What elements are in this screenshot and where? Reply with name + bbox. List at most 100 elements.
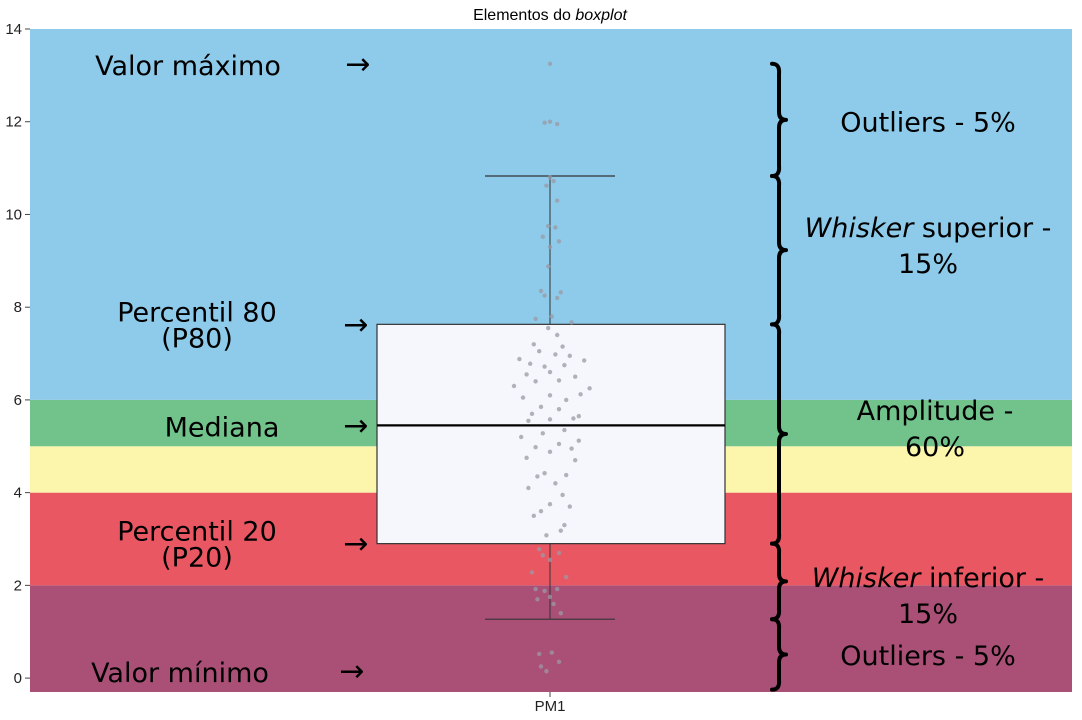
brace-bracket <box>770 617 788 692</box>
data-point <box>537 349 542 354</box>
right-annotation-segment: 15% <box>898 249 958 280</box>
data-point <box>569 446 574 451</box>
data-point <box>519 434 524 440</box>
data-point <box>535 597 540 602</box>
data-point <box>564 397 569 403</box>
y-axis: 0 2 4 6 8 10 12 14 <box>5 21 551 697</box>
data-point <box>553 352 558 357</box>
data-point <box>544 533 549 538</box>
right-annotation-segment: 60% <box>905 432 965 463</box>
right-annotation-segment: Whisker <box>812 563 923 594</box>
right-annotation-label: Amplitude - <box>857 396 1014 427</box>
right-annotation-label: 15% <box>898 599 958 630</box>
data-point <box>555 295 560 301</box>
arrow-icon: → <box>343 527 368 562</box>
arrow-icon: → <box>343 307 368 342</box>
data-point <box>547 502 553 507</box>
data-point <box>567 353 572 359</box>
right-annotation-label: 60% <box>905 432 965 463</box>
data-point <box>558 528 563 533</box>
right-annotation-segment: superior - <box>913 213 1051 244</box>
data-point <box>547 393 553 398</box>
data-point <box>533 379 538 384</box>
left-annotation-label: Mediana <box>165 412 280 443</box>
data-point <box>544 668 549 674</box>
data-point <box>547 417 553 422</box>
data-point <box>549 314 554 319</box>
left-annotation-label: (P80) <box>161 323 233 354</box>
chart-title-emphasis: boxplot <box>575 7 627 24</box>
data-point <box>558 290 563 295</box>
left-annotation-label: (P20) <box>161 543 233 574</box>
data-point <box>573 374 578 379</box>
data-point <box>555 332 560 338</box>
data-point <box>582 358 587 363</box>
chart-title-prefix: Elementos do <box>473 7 575 24</box>
brace-bracket <box>770 61 788 178</box>
data-point <box>549 650 554 655</box>
left-annotations: Valor máximo → Percentil 80(P80) → Mediana → P… <box>91 47 371 689</box>
data-point <box>540 553 545 558</box>
data-point <box>526 485 531 491</box>
right-annotation-label: 15% <box>898 249 958 280</box>
data-point <box>538 664 544 669</box>
data-point <box>556 550 562 556</box>
data-point <box>542 470 547 476</box>
y-tick-label: 10 <box>5 206 22 223</box>
boxplot <box>376 175 726 620</box>
data-point <box>538 288 544 294</box>
right-annotation-segment: 15% <box>898 599 958 630</box>
right-annotation-label: Whisker inferior - <box>812 563 1045 594</box>
data-point <box>553 481 558 486</box>
data-point <box>547 557 553 563</box>
data-point <box>556 406 562 412</box>
right-annotation-segment: Outliers - 5% <box>840 108 1015 139</box>
data-point <box>556 659 562 665</box>
data-point <box>511 383 517 389</box>
data-point <box>567 504 572 509</box>
data-point <box>542 120 547 125</box>
background-band <box>30 585 1072 692</box>
data-point <box>547 449 553 455</box>
data-point <box>533 316 538 321</box>
right-annotation-segment: Amplitude - <box>857 396 1014 427</box>
right-annotation-segment: inferior - <box>920 563 1044 594</box>
data-point <box>547 594 553 600</box>
data-point <box>524 455 529 461</box>
data-point <box>578 392 583 397</box>
x-tick-label: PM1 <box>535 698 566 715</box>
data-point <box>562 427 567 433</box>
data-point <box>537 547 542 552</box>
right-annotation-label: Outliers - 5% <box>840 108 1015 139</box>
data-point <box>569 320 574 325</box>
data-point <box>573 457 578 463</box>
data-point <box>551 178 556 184</box>
left-annotation-label: Percentil 20 <box>117 517 277 548</box>
interquartile-box <box>376 323 726 545</box>
data-point <box>555 586 560 592</box>
data-point <box>537 651 542 657</box>
data-point <box>517 356 522 362</box>
data-point <box>576 438 581 443</box>
right-annotations: Outliers - 5% Whisker superior - 15% Amplit… <box>805 108 1052 672</box>
right-annotation-label: Whisker superior - <box>805 213 1052 244</box>
data-point <box>562 522 567 528</box>
data-points <box>511 61 592 674</box>
right-annotation-segment: Outliers - 5% <box>840 641 1015 672</box>
data-point <box>542 293 547 298</box>
data-point <box>571 416 576 421</box>
data-point <box>551 601 556 607</box>
data-point <box>560 344 565 349</box>
data-point <box>546 325 551 331</box>
data-point <box>553 225 558 230</box>
arrow-icon: → <box>343 408 368 443</box>
brace-bracket <box>770 173 788 327</box>
data-point <box>542 364 547 369</box>
data-point <box>529 570 535 575</box>
data-point <box>555 198 560 203</box>
data-point <box>544 183 549 188</box>
data-point <box>546 264 551 269</box>
data-point <box>556 378 562 383</box>
data-point <box>558 610 563 616</box>
